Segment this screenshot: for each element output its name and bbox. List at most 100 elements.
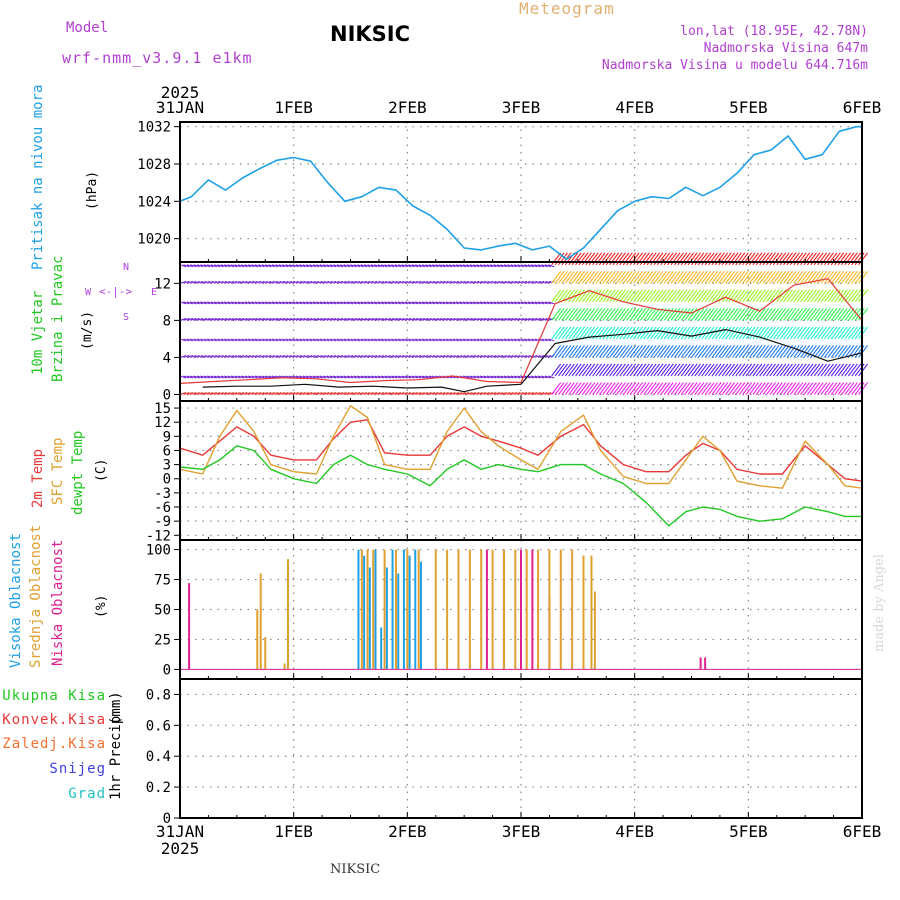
wind-barb (721, 345, 732, 358)
wind-barb (575, 271, 585, 284)
wind-barb (619, 363, 630, 377)
wind-barb (735, 308, 746, 321)
wind-barb (258, 392, 265, 395)
wind-barb (404, 375, 412, 379)
wind-barb (350, 264, 357, 268)
wind-barb (663, 363, 674, 377)
wind-barb (442, 264, 449, 268)
wind-barb (466, 301, 473, 305)
y-tick-label: 0.8 (146, 687, 171, 703)
wind-barb (282, 317, 289, 321)
wind-barb (779, 345, 790, 358)
wind-barb (329, 301, 337, 305)
wind-barb (282, 354, 289, 358)
wind-barb (384, 392, 391, 395)
wind-barb (616, 271, 626, 284)
wind-barb (708, 326, 718, 340)
wind-barb (333, 375, 340, 379)
wind-barb (581, 326, 592, 340)
wind-barb (779, 382, 790, 395)
wind-barb (374, 338, 381, 342)
wind-barb (490, 264, 497, 268)
wind-barb (636, 308, 647, 321)
wind-barb (275, 264, 282, 268)
wind-barb (759, 308, 770, 321)
wind-barb (691, 289, 701, 303)
wind-barb (643, 345, 654, 358)
wind-barb (653, 363, 664, 377)
wind-barb (282, 301, 289, 305)
wind-barb (752, 345, 763, 358)
time-label-top: 3FEB (502, 98, 541, 117)
wind-barb (599, 345, 609, 358)
wind-barb (786, 363, 797, 377)
wind-barb (578, 345, 589, 358)
wind-barb (605, 308, 616, 321)
wind-barb (766, 382, 776, 395)
wind-barb (268, 375, 275, 379)
wind-barb (800, 382, 811, 395)
wind-barb (227, 301, 234, 305)
model-label: Model (66, 20, 109, 36)
wind-barb (514, 317, 521, 321)
wind-barb (639, 271, 650, 284)
wind-barb (261, 338, 268, 342)
wind-barb (616, 382, 626, 395)
wind-barb (599, 308, 609, 321)
wind-barb (500, 375, 507, 379)
wind-barb (537, 301, 545, 305)
wind-barb (721, 271, 732, 284)
wind-barb (316, 354, 323, 358)
wind-barb (340, 301, 347, 305)
wind-barb (568, 271, 579, 284)
wind-barb (575, 345, 585, 358)
wind-barb (415, 317, 422, 321)
wind-barb (200, 338, 207, 342)
wind-barb (810, 308, 821, 321)
wind-barb (213, 375, 221, 379)
wind-barb (220, 317, 228, 321)
wind-barb (725, 289, 735, 303)
wind-barb (687, 345, 698, 358)
wind-barb (571, 363, 582, 377)
wind-barb (841, 308, 851, 321)
wind-barb (851, 308, 862, 321)
wind-barb (633, 345, 643, 358)
wind-barb (708, 345, 718, 358)
wind-barb (346, 354, 354, 358)
wind-barb (694, 363, 705, 377)
wind-barb (288, 392, 296, 395)
wind-barb (612, 289, 623, 303)
wind-barb (599, 382, 609, 395)
wind-barb (714, 326, 725, 340)
wind-barb (752, 289, 763, 303)
wind-barb (479, 392, 487, 395)
wind-barb (466, 354, 473, 358)
wind-barb (340, 375, 347, 379)
wind-barb (732, 326, 742, 340)
wind-barb (258, 280, 265, 284)
wind-barb (241, 317, 248, 321)
wind-barb (541, 317, 548, 321)
wind-barb (728, 308, 739, 321)
wind-barb (609, 326, 620, 340)
wind-barb (500, 280, 507, 284)
y-tick-label: 3 (163, 458, 171, 474)
wind-barb (439, 338, 446, 342)
wind-barb (394, 280, 401, 284)
wind-barb (714, 363, 725, 377)
wind-barb (830, 345, 841, 358)
wind-barb (578, 382, 589, 395)
wind-barb (800, 289, 811, 303)
wind-barb (793, 363, 804, 377)
wind-barb (323, 301, 330, 305)
wind-barb (721, 326, 732, 340)
wind-barb (288, 264, 296, 268)
wind-barb (428, 301, 436, 305)
wind-barb (772, 271, 783, 284)
wind-barb (755, 345, 766, 358)
wind-barb (230, 375, 238, 379)
wind-barb (851, 382, 862, 395)
wind-barb (503, 264, 511, 268)
wind-barb (251, 301, 258, 305)
